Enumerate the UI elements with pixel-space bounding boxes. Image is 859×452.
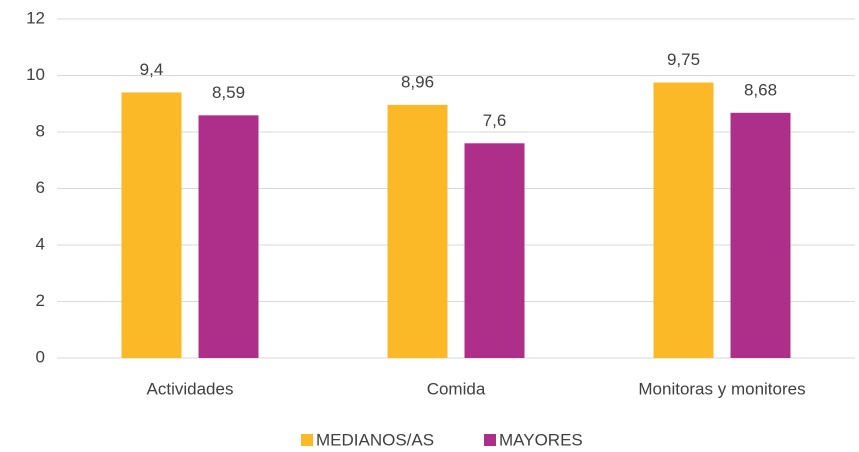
value-label: 8,68: [744, 80, 777, 99]
bar: [121, 92, 182, 358]
legend-swatch: [301, 434, 313, 446]
y-tick-label: 4: [36, 234, 45, 253]
y-tick-label: 6: [36, 178, 45, 197]
value-label: 9,4: [140, 60, 164, 79]
legend-swatch: [484, 434, 496, 446]
y-tick-label: 2: [36, 291, 45, 310]
value-label: 8,96: [401, 72, 434, 91]
bar: [653, 82, 714, 358]
bar: [198, 115, 259, 359]
value-label: 8,59: [212, 83, 245, 102]
y-tick-label: 12: [26, 8, 45, 27]
x-tick-label: Comida: [427, 379, 486, 398]
value-label: 9,75: [667, 50, 700, 69]
value-label: 7,6: [483, 111, 507, 130]
bar: [387, 104, 448, 358]
y-tick-label: 10: [26, 65, 45, 84]
x-tick-label: Actividades: [147, 379, 234, 398]
legend-label: MAYORES: [499, 430, 583, 449]
legend-label: MEDIANOS/AS: [316, 430, 434, 449]
y-tick-label: 8: [36, 121, 45, 140]
y-tick-label: 0: [36, 347, 45, 366]
x-tick-label: Monitoras y monitores: [638, 379, 805, 398]
bar: [464, 143, 525, 358]
bar: [730, 112, 791, 358]
